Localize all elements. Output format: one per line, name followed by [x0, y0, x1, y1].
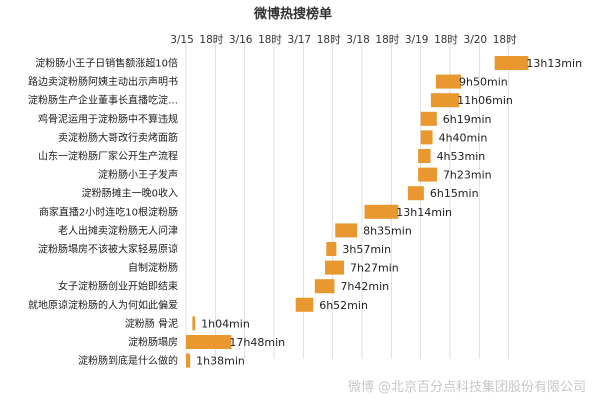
duration-bar [192, 316, 196, 331]
duration-label: 4h53min [437, 150, 486, 163]
duration-label: 7h27min [350, 262, 399, 275]
category-label: 鸡骨泥运用于淀粉肠中不算违规 [38, 112, 178, 125]
duration-label: 6h15min [430, 187, 479, 200]
duration-bar [420, 130, 433, 145]
x-tick-label: 3/20 [464, 34, 488, 46]
category-label: 淀粉肠小王子日销售额涨超10倍 [35, 57, 178, 70]
category-label: 淀粉肠 骨泥 [125, 317, 178, 330]
x-axis-ticks: 3/15 18时 3/16 18时 3/17 18时 3/18 18时 3/19 18时 3/20 1… [170, 34, 517, 46]
duration-label: 4h40min [439, 131, 488, 144]
category-label: 商家直播2小时连吃10根淀粉肠 [39, 205, 178, 218]
x-tick-label: 3/16 [229, 34, 253, 46]
duration-label: 7h42min [340, 280, 389, 293]
x-tick-label: 18时 [493, 34, 517, 46]
x-tick-label: 3/17 [288, 34, 312, 46]
duration-bar [420, 111, 437, 126]
watermark: 微博 @北京百分点科技集团股份有限公司 [348, 379, 586, 395]
x-tick-label: 18时 [317, 34, 341, 46]
duration-bar [325, 260, 345, 275]
category-label: 路边卖淀粉肠阿姨主动出示声明书 [28, 75, 178, 88]
duration-label: 17h48min [229, 336, 285, 349]
x-tick-label: 18时 [434, 34, 458, 46]
category-label: 就地原谅淀粉肠的人为何如此偏爱 [28, 298, 178, 311]
duration-label: 6h19min [443, 113, 492, 126]
duration-bar [186, 335, 232, 349]
duration-label: 1h38min [196, 355, 245, 368]
duration-label: 13h14min [396, 206, 452, 219]
duration-bar [364, 204, 399, 219]
x-tick-label: 3/18 [346, 34, 370, 46]
category-label: 自制淀粉肠 [128, 261, 178, 274]
category-label: 女子淀粉肠创业开始即结束 [58, 280, 178, 293]
category-label: 淀粉肠到底是什么做的 [78, 354, 178, 367]
category-labels: 淀粉肠小王子日销售额涨超10倍路边卖淀粉肠阿姨主动出示声明书淀粉肠生产企业董事长… [28, 57, 178, 368]
x-tick-label: 18时 [375, 34, 399, 46]
duration-label: 1h04min [201, 317, 250, 330]
duration-bar [418, 149, 431, 163]
duration-label: 6h52min [319, 299, 368, 312]
chart-title: 微博热搜榜单 [253, 6, 332, 22]
x-tick-label: 3/19 [405, 34, 429, 46]
duration-label: 13h13min [526, 57, 582, 70]
duration-label: 11h06min [457, 94, 513, 107]
duration-label: 3h57min [342, 243, 391, 256]
category-label: 淀粉肠摊主一晚0收入 [82, 187, 178, 200]
duration-bar [407, 186, 424, 201]
duration-bar [494, 56, 529, 70]
category-label: 老人出摊卖淀粉肠无人问津 [58, 224, 178, 237]
x-tick-label: 3/15 [170, 34, 194, 46]
duration-label: 7h23min [443, 169, 492, 182]
category-label: 淀粉肠塌房不该被大家轻易原谅 [38, 243, 178, 256]
duration-label: 9h50min [459, 76, 508, 89]
duration-bar [335, 223, 358, 238]
duration-label: 8h35min [363, 224, 412, 237]
duration-bar [435, 74, 462, 89]
bars [186, 56, 529, 368]
data-labels: 13h13min 9h50min 11h06min 6h19min 4h40min 4h5… [196, 57, 582, 368]
duration-bar [326, 242, 337, 256]
category-label: 卖淀粉肠大哥改行卖烤面筋 [58, 131, 178, 144]
category-label: 淀粉肠生产企业董事长直播吃淀… [28, 94, 178, 107]
duration-bar [418, 167, 437, 182]
duration-bar [314, 279, 335, 294]
category-label: 淀粉肠塌房 [128, 336, 178, 349]
category-label: 淀粉肠小王子发声 [98, 168, 178, 181]
category-label: 山东一淀粉肠厂家公开生产流程 [38, 150, 178, 163]
duration-bar [186, 353, 191, 368]
x-tick-label: 18时 [199, 34, 223, 46]
duration-bar [430, 93, 460, 108]
duration-bar [295, 297, 314, 312]
x-tick-label: 18时 [258, 34, 282, 46]
